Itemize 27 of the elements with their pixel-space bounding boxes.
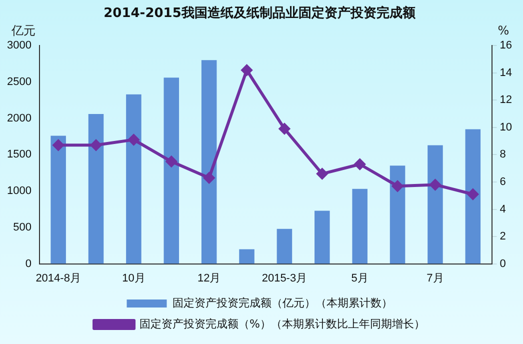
y2-axis-title: % (498, 24, 510, 38)
y2-tick-label: 12 (500, 94, 512, 106)
y2-tick-label: 0 (500, 258, 506, 270)
y2-tick-label: 16 (500, 40, 512, 52)
x-tick-label: 7月 (426, 272, 444, 284)
y2-tick-label: 10 (500, 121, 512, 134)
y-tick-label: 2000 (6, 112, 32, 124)
x-tick-label: 2014-8月 (36, 272, 81, 284)
y-tick-label: 3000 (6, 40, 32, 52)
y-tick-label: 500 (13, 221, 32, 234)
x-tick-label: 12月 (197, 272, 221, 284)
y2-tick-label: 4 (500, 203, 506, 216)
y-tick-label: 0 (25, 258, 32, 270)
chart-title: 2014-2015我国造纸及纸制品业固定资产投资完成额 (104, 5, 416, 22)
y2-tick-label: 2 (500, 230, 506, 243)
x-tick-label: 2015-3月 (262, 272, 308, 284)
y2-tick-label: 8 (500, 148, 506, 161)
legend-label: 固定资产投资完成额（%）（本期累计数比上年同期增长） (140, 317, 425, 330)
legend-label: 固定资产投资完成额（亿元）（本期累计数） (172, 296, 392, 310)
y-tick-label: 1500 (6, 148, 32, 161)
x-tick-label: 10月 (122, 272, 146, 284)
y2-tick-label: 14 (500, 66, 512, 79)
y2-tick-label: 6 (500, 176, 506, 188)
y-tick-label: 2500 (6, 76, 32, 88)
x-tick-label: 5月 (351, 272, 368, 284)
y-tick-label: 1000 (6, 185, 32, 198)
y-axis-title: 亿元 (10, 24, 36, 38)
